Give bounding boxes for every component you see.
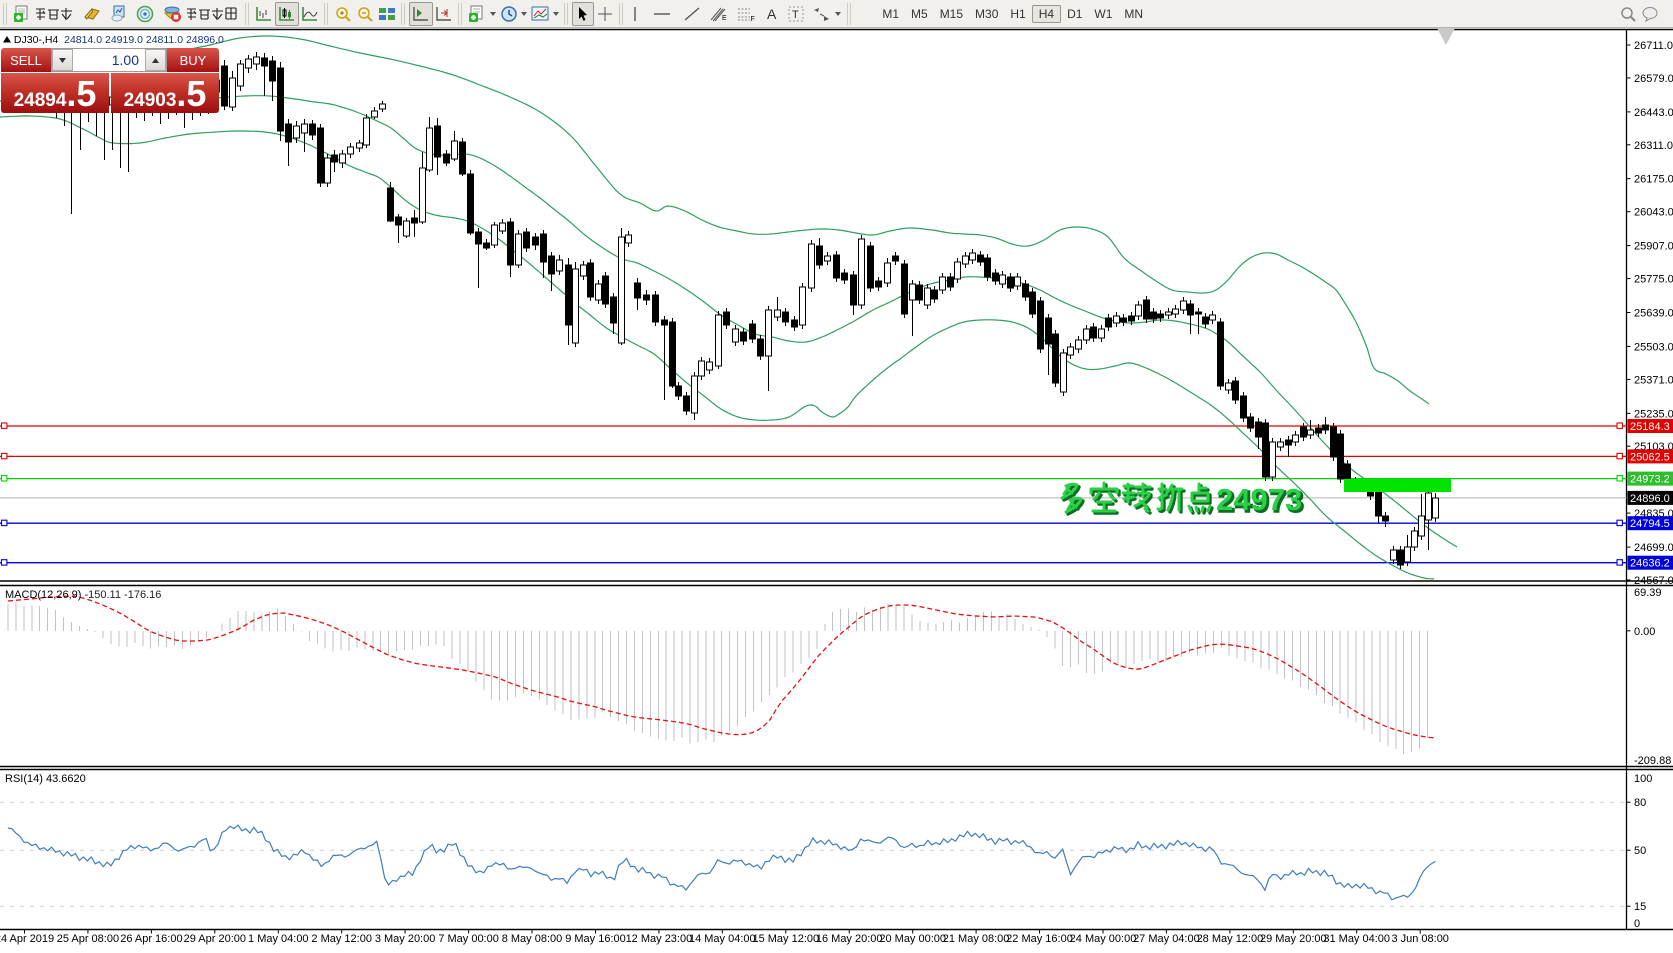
svg-text:24 May 00:00: 24 May 00:00 — [1070, 933, 1137, 945]
svg-text:80: 80 — [1634, 797, 1646, 809]
svg-text:14 May 04:00: 14 May 04:00 — [689, 933, 756, 945]
svg-text:69.39: 69.39 — [1634, 587, 1662, 599]
svg-text:25371.0: 25371.0 — [1634, 374, 1673, 386]
svg-text:26 Apr 16:00: 26 Apr 16:00 — [120, 933, 182, 945]
svg-text:3 Jun 08:00: 3 Jun 08:00 — [1391, 933, 1449, 945]
svg-text:24 Apr 2019: 24 Apr 2019 — [0, 933, 54, 945]
svg-text:25235.0: 25235.0 — [1634, 408, 1673, 420]
svg-text:7 May 00:00: 7 May 00:00 — [438, 933, 499, 945]
svg-text:24973: 24973 — [1216, 482, 1302, 517]
svg-text:8 May 08:00: 8 May 08:00 — [502, 933, 563, 945]
svg-text:0.00: 0.00 — [1634, 626, 1655, 638]
svg-text:15: 15 — [1634, 901, 1646, 913]
svg-text:0: 0 — [1634, 918, 1640, 930]
svg-text:25907.0: 25907.0 — [1634, 241, 1673, 253]
svg-text:20 May 00:00: 20 May 00:00 — [879, 933, 946, 945]
svg-text:RSI(14) 43.6620: RSI(14) 43.6620 — [5, 773, 86, 785]
svg-text:26443.0: 26443.0 — [1634, 107, 1673, 119]
svg-text:24699.0: 24699.0 — [1634, 542, 1673, 554]
svg-text:26175.0: 26175.0 — [1634, 174, 1673, 186]
svg-text:12 May 23:00: 12 May 23:00 — [626, 933, 693, 945]
svg-text:22 May 16:00: 22 May 16:00 — [1006, 933, 1073, 945]
svg-text:F: F — [751, 16, 755, 22]
svg-text:21 May 08:00: 21 May 08:00 — [943, 933, 1010, 945]
svg-text:25184.3: 25184.3 — [1630, 421, 1670, 433]
svg-text:25062.5: 25062.5 — [1630, 451, 1670, 463]
svg-text:26043.0: 26043.0 — [1634, 207, 1673, 219]
svg-text:24794.5: 24794.5 — [1630, 518, 1670, 530]
svg-text:50: 50 — [1634, 845, 1646, 857]
svg-text:E: E — [722, 15, 727, 22]
svg-text:29 Apr 20:00: 29 Apr 20:00 — [184, 933, 246, 945]
svg-text:2 May 12:00: 2 May 12:00 — [311, 933, 372, 945]
svg-text:26311.0: 26311.0 — [1634, 140, 1673, 152]
svg-text:31 May 04:00: 31 May 04:00 — [1323, 933, 1390, 945]
svg-text:16 May 20:00: 16 May 20:00 — [816, 933, 883, 945]
svg-text:28 May 12:00: 28 May 12:00 — [1197, 933, 1264, 945]
svg-text:1 May 04:00: 1 May 04:00 — [248, 933, 309, 945]
svg-text:MACD(12,26,9) -150.11 -176.16: MACD(12,26,9) -150.11 -176.16 — [5, 589, 161, 601]
svg-text:24636.2: 24636.2 — [1630, 558, 1670, 570]
svg-text:25639.0: 25639.0 — [1634, 308, 1673, 320]
svg-text:T: T — [792, 9, 799, 21]
svg-text:24896.0: 24896.0 — [1630, 493, 1670, 505]
svg-text:24567.0: 24567.0 — [1634, 575, 1673, 587]
svg-text:25 Apr 08:00: 25 Apr 08:00 — [57, 933, 119, 945]
svg-text:24973.2: 24973.2 — [1630, 474, 1670, 486]
svg-text:15 May 12:00: 15 May 12:00 — [752, 933, 819, 945]
svg-text:3 May 20:00: 3 May 20:00 — [375, 933, 436, 945]
svg-text:25775.0: 25775.0 — [1634, 274, 1673, 286]
svg-text:26711.0: 26711.0 — [1634, 40, 1673, 52]
svg-text:26579.0: 26579.0 — [1634, 73, 1673, 85]
svg-text:9 May 16:00: 9 May 16:00 — [565, 933, 626, 945]
svg-text:-209.88: -209.88 — [1634, 755, 1671, 767]
svg-text:27 May 04:00: 27 May 04:00 — [1133, 933, 1200, 945]
svg-text:100: 100 — [1634, 773, 1652, 785]
svg-text:29 May 20:00: 29 May 20:00 — [1260, 933, 1327, 945]
svg-text:25503.0: 25503.0 — [1634, 341, 1673, 353]
